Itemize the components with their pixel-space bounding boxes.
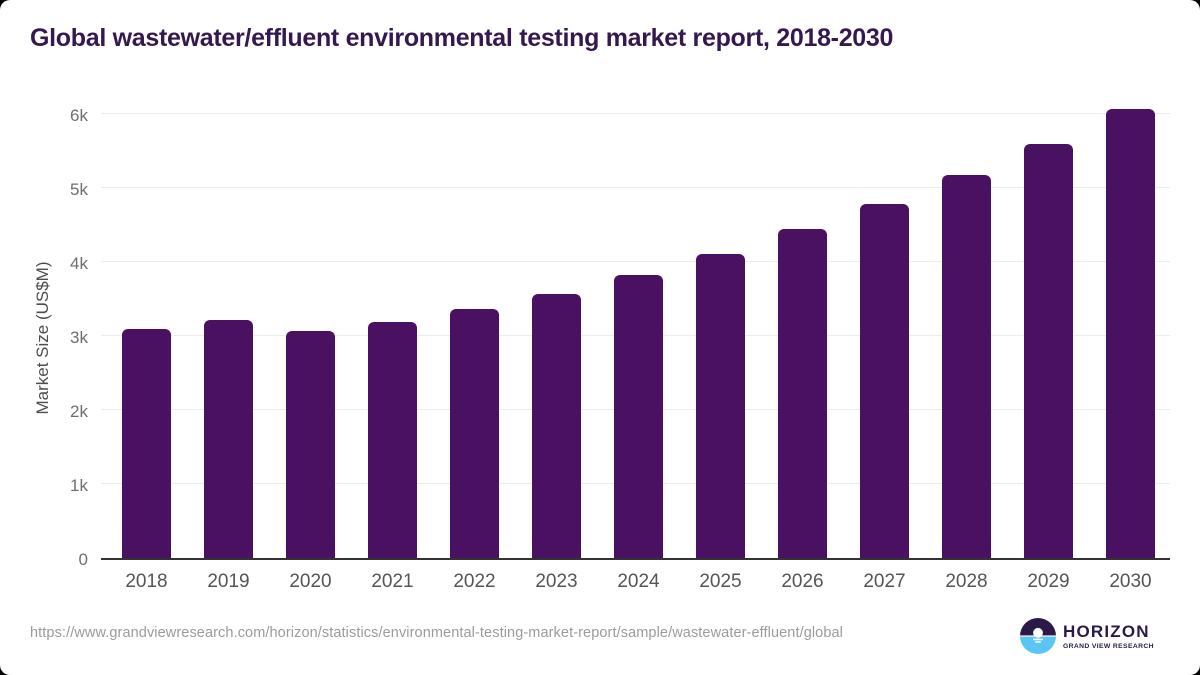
x-label-2027: 2027 — [863, 571, 906, 592]
bar-2028[interactable] — [942, 175, 991, 558]
bar-2018[interactable] — [122, 329, 171, 558]
brand-logo-text: HORIZON GRAND VIEW RESEARCH — [1063, 618, 1154, 650]
x-label-2025: 2025 — [699, 571, 742, 592]
bar-2023[interactable] — [532, 294, 581, 558]
bar-2027[interactable] — [860, 204, 909, 558]
x-label-2024: 2024 — [617, 571, 660, 592]
x-label-2022: 2022 — [453, 571, 496, 592]
x-label-2026: 2026 — [781, 571, 824, 592]
source-url: https://www.grandviewresearch.com/horizo… — [30, 625, 843, 641]
x-label-2030: 2030 — [1109, 571, 1152, 592]
x-label-2021: 2021 — [371, 571, 414, 592]
brand-subtitle: GRAND VIEW RESEARCH — [1063, 643, 1154, 650]
page-title: Global wastewater/effluent environmental… — [30, 24, 894, 52]
y-tick-2k: 2k — [70, 402, 88, 421]
gridline-4k — [101, 261, 1170, 262]
x-label-2018: 2018 — [125, 571, 168, 592]
y-tick-6k: 6k — [70, 106, 88, 125]
x-label-2029: 2029 — [1027, 571, 1070, 592]
x-label-2028: 2028 — [945, 571, 988, 592]
bar-2019[interactable] — [204, 320, 253, 558]
bar-2029[interactable] — [1024, 144, 1073, 558]
y-tick-1k: 1k — [70, 476, 88, 495]
brand-name: HORIZON — [1063, 622, 1150, 641]
gridline-5k — [101, 187, 1170, 188]
bar-2022[interactable] — [450, 309, 499, 558]
horizon-sun-circle-icon — [1020, 618, 1056, 659]
y-tick-5k: 5k — [70, 180, 88, 199]
bar-2025[interactable] — [696, 254, 745, 558]
brand-logo: HORIZON GRAND VIEW RESEARCH — [1020, 618, 1154, 659]
plot-area — [101, 60, 1170, 560]
y-tick-4k: 4k — [70, 254, 88, 273]
y-tick-3k: 3k — [70, 328, 88, 347]
x-label-2019: 2019 — [207, 571, 250, 592]
gridline-6k — [101, 113, 1170, 114]
bar-2024[interactable] — [614, 275, 663, 558]
x-label-2023: 2023 — [535, 571, 578, 592]
y-tick-0: 0 — [78, 550, 88, 569]
x-label-2020: 2020 — [289, 571, 332, 592]
bar-2030[interactable] — [1106, 109, 1155, 558]
bar-2021[interactable] — [368, 322, 417, 558]
bar-2026[interactable] — [778, 229, 827, 558]
bar-2020[interactable] — [286, 331, 335, 558]
